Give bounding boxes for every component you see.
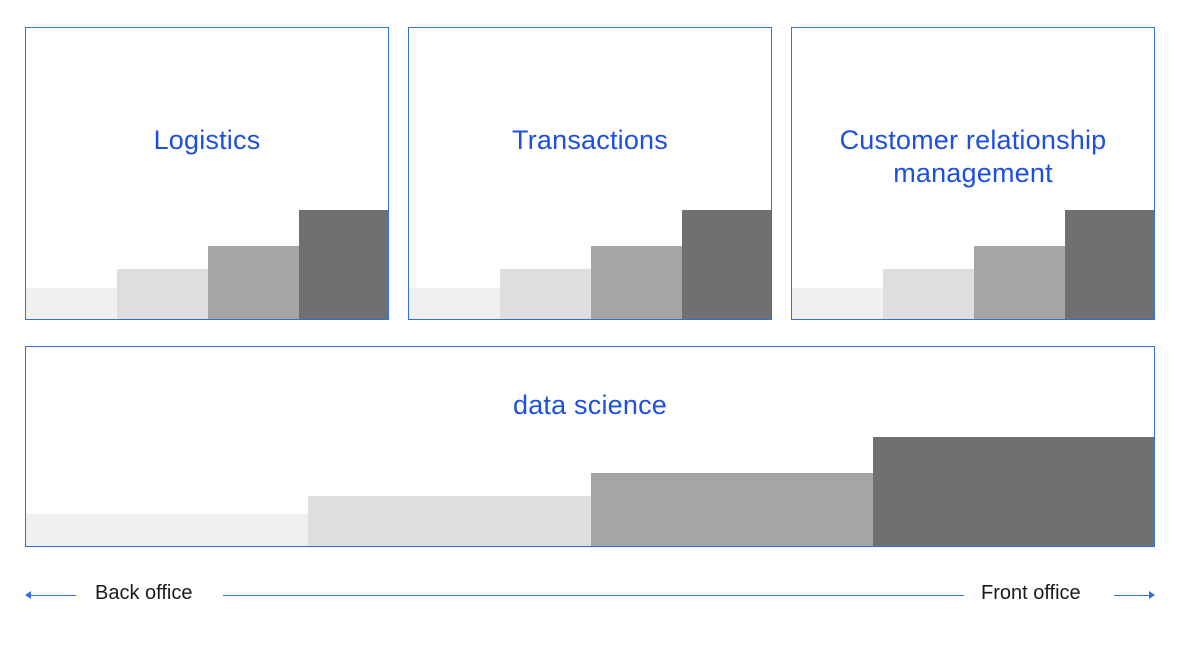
step-4 bbox=[1065, 210, 1154, 319]
step-2 bbox=[883, 269, 974, 319]
step-4 bbox=[682, 210, 771, 319]
step-2 bbox=[117, 269, 208, 319]
step-4 bbox=[299, 210, 388, 319]
step-1 bbox=[409, 288, 500, 319]
back-office-label: Back office bbox=[95, 582, 193, 604]
step-3 bbox=[974, 246, 1065, 319]
transactions-panel: Transactions bbox=[408, 27, 772, 320]
step-bars bbox=[792, 28, 1154, 319]
step-3 bbox=[208, 246, 299, 319]
left-arrow-icon bbox=[25, 591, 31, 599]
axis-line-left bbox=[30, 595, 76, 596]
step-2 bbox=[500, 269, 591, 319]
axis-line-middle bbox=[223, 595, 964, 596]
step-3 bbox=[591, 473, 873, 546]
step-3 bbox=[591, 246, 682, 319]
logistics-panel: Logistics bbox=[25, 27, 389, 320]
axis-line-right bbox=[1114, 595, 1150, 596]
step-4 bbox=[873, 437, 1154, 546]
step-bars bbox=[26, 347, 1154, 546]
step-1 bbox=[792, 288, 883, 319]
panel-title: Customer relationship management bbox=[839, 125, 1107, 188]
step-bars bbox=[409, 28, 771, 319]
panel-title: Transactions bbox=[512, 125, 668, 155]
data-science-panel: data science bbox=[25, 346, 1155, 547]
front-office-label: Front office bbox=[981, 582, 1081, 604]
step-1 bbox=[26, 514, 308, 546]
panel-title: data science bbox=[513, 390, 667, 420]
step-1 bbox=[26, 288, 117, 319]
crm-panel: Customer relationship management bbox=[791, 27, 1155, 320]
panel-title: Logistics bbox=[153, 125, 261, 155]
step-2 bbox=[308, 496, 591, 546]
step-bars bbox=[26, 28, 388, 319]
right-arrow-icon bbox=[1149, 591, 1155, 599]
